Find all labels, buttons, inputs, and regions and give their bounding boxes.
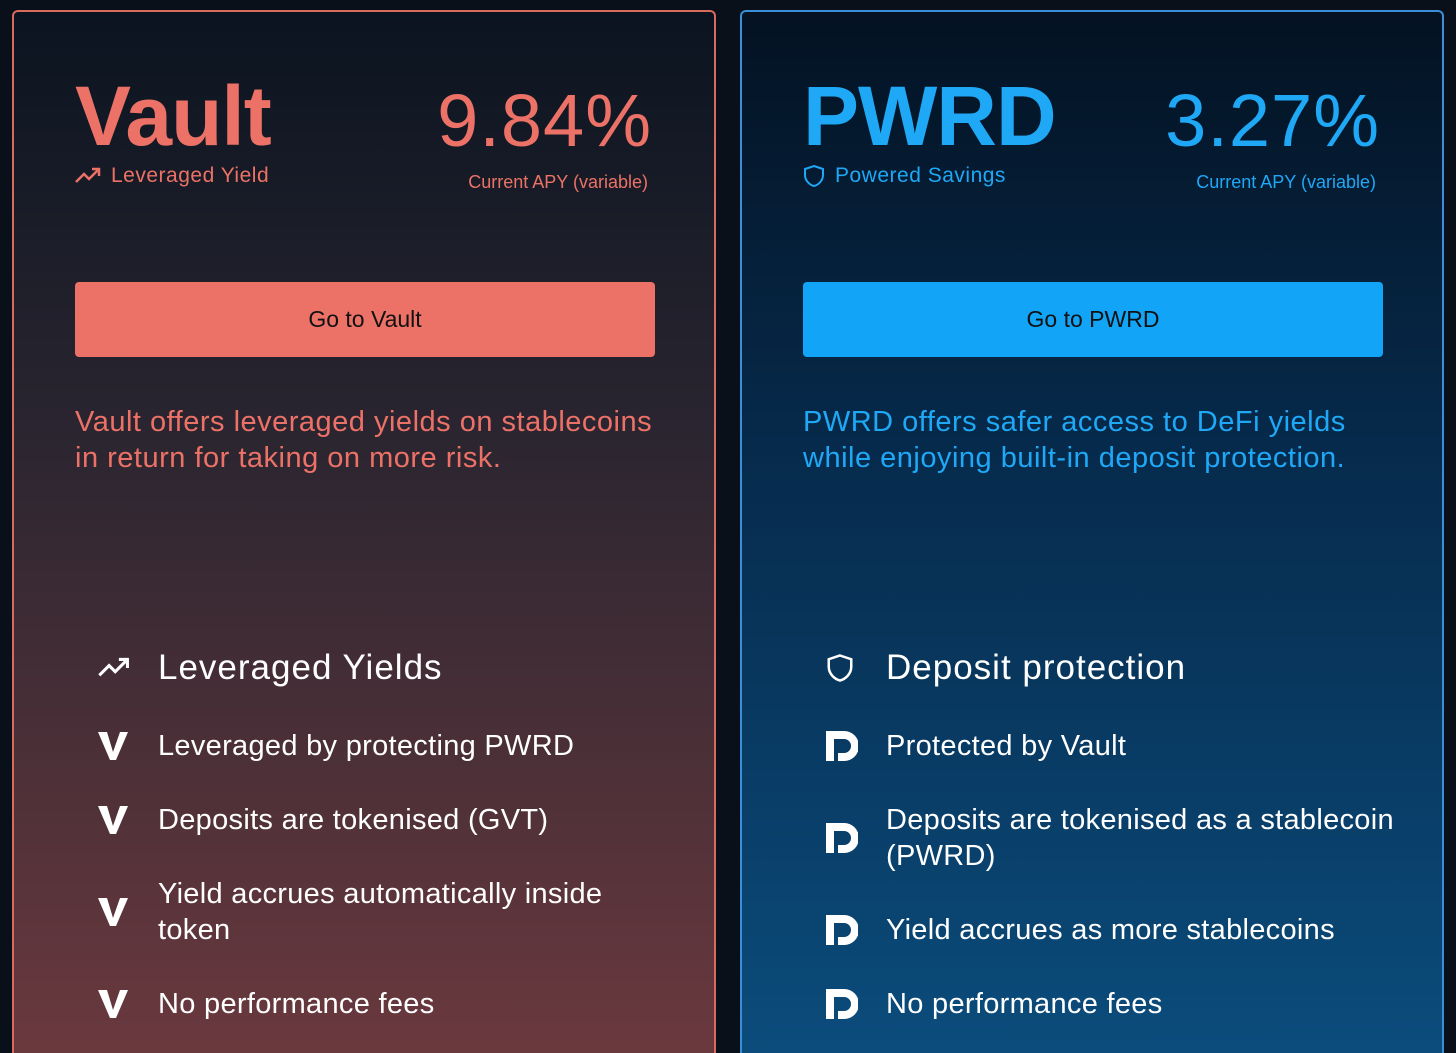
feature-list: Deposit protection Protected by Vault De… — [826, 646, 1406, 1022]
feature: Deposits are tokenised (GVT) — [98, 802, 678, 838]
feature-text: Deposits are tokenised (GVT) — [158, 804, 549, 836]
feature: Deposits are tokenised as a stablecoin (… — [826, 802, 1406, 874]
tagline-text: Powered Savings — [835, 164, 1006, 187]
feature-text: Yield accrues automatically inside token — [158, 878, 603, 946]
pwrd-icon — [826, 915, 858, 945]
tagline: Leveraged Yield — [75, 164, 269, 188]
vault-card: Vault Leveraged Yield 9.84% Current APY … — [12, 10, 716, 1053]
go-button[interactable]: Go to PWRD — [803, 282, 1383, 357]
go-button[interactable]: Go to Vault — [75, 282, 655, 357]
tagline-text: Leveraged Yield — [111, 164, 270, 187]
feature: Yield accrues as more stablecoins — [826, 912, 1406, 948]
tagline: Powered Savings — [803, 164, 1006, 188]
vault-icon — [98, 990, 128, 1018]
shield-icon — [804, 164, 824, 188]
shield-icon — [827, 654, 853, 682]
apy-value: 9.84% — [437, 79, 652, 162]
pwrd-icon — [826, 989, 858, 1019]
feature-title-row: Leveraged Yields — [98, 646, 678, 690]
apy-label: Current APY (variable) — [1196, 172, 1376, 192]
feature-text: No performance fees — [158, 988, 435, 1020]
vault-icon — [98, 732, 128, 760]
feature: Leveraged by protecting PWRD — [98, 728, 678, 764]
feature-text: Yield accrues as more stablecoins — [886, 914, 1335, 946]
feature-text: No performance fees — [886, 988, 1163, 1020]
feature: Protected by Vault — [826, 728, 1406, 764]
logo: PWRD — [803, 69, 1057, 163]
feature-text: Protected by Vault — [886, 730, 1127, 762]
feature-text: Deposits are tokenised as a stablecoin (… — [886, 804, 1394, 872]
feature-text: Leveraged by protecting PWRD — [158, 730, 575, 762]
feature: No performance fees — [98, 986, 678, 1022]
description: PWRD offers safer access to DeFi yields … — [803, 406, 1346, 474]
pwrd-icon — [826, 731, 858, 761]
feature: Yield accrues automatically inside token — [98, 876, 678, 948]
feature-title: Deposit protection — [886, 648, 1187, 687]
vault-icon — [98, 898, 128, 926]
pwrd-card: PWRD Powered Savings 3.27% Current APY (… — [740, 10, 1444, 1053]
apy-value: 3.27% — [1165, 79, 1380, 162]
description: Vault offers leveraged yields on stablec… — [75, 406, 653, 474]
vault-icon — [98, 806, 128, 834]
feature-title-row: Deposit protection — [826, 646, 1406, 690]
apy-label: Current APY (variable) — [468, 172, 648, 192]
pwrd-icon — [826, 823, 858, 853]
trend-icon — [75, 167, 101, 183]
feature: No performance fees — [826, 986, 1406, 1022]
trend-icon — [98, 657, 129, 677]
logo: Vault — [75, 69, 272, 163]
feature-title: Leveraged Yields — [158, 648, 443, 687]
feature-list: Leveraged Yields Leveraged by protecting… — [98, 646, 678, 1022]
